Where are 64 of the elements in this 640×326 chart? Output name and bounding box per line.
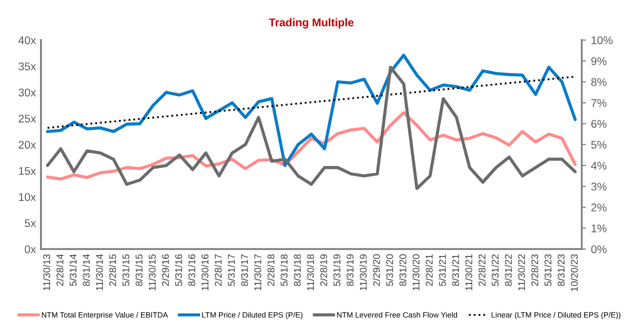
y-tick-label: 10x	[19, 193, 36, 201]
x-tick-label: 8/31/16	[188, 254, 196, 286]
x-tick-label: 10/20/23	[570, 254, 578, 292]
x-tick-label: 2/29/20	[372, 254, 380, 286]
x-tick-label: 2/28/15	[108, 254, 116, 286]
y-tick-label: 0x	[24, 245, 36, 254]
chart-title: Trading Multiple	[268, 18, 354, 29]
y-tick-label: 35x	[18, 62, 36, 70]
x-tick-label: 5/31/22	[491, 254, 499, 286]
x-tick-label: 5/31/15	[122, 254, 130, 286]
line-series	[46, 66, 577, 190]
y-tick-label: 30x	[18, 88, 36, 96]
y-tick-label: 5x	[24, 219, 36, 228]
y2-tick-label: 7%	[591, 99, 606, 107]
y2-tick-label: 5%	[591, 140, 606, 149]
x-tick-label: 8/31/18	[294, 254, 301, 286]
x-tick-label: 11/30/16	[201, 254, 208, 290]
x-tick-label: 2/28/18	[267, 254, 274, 286]
x-tick-label: 5/31/14	[69, 254, 77, 286]
x-tick-label: 11/30/18	[306, 254, 314, 290]
y-tick-label: 15x	[19, 167, 36, 175]
x-tick-label: 5/31/23	[544, 254, 552, 286]
x-tick-label: 2/28/21	[426, 254, 433, 286]
x-tick-label: 11/30/17	[254, 254, 262, 290]
y2-tick-label: 10%	[592, 36, 613, 44]
x-tick-label: 8/31/17	[240, 254, 248, 286]
x-tick-label: 5/31/21	[438, 254, 446, 286]
y2-tick-label: 2%	[591, 204, 606, 212]
x-tick-label: 2/28/19	[320, 254, 328, 286]
x-tick-label: 5/31/18	[280, 254, 288, 286]
x-tick-label: 8/31/15	[135, 254, 142, 286]
x-tick-label: 2/28/23	[531, 254, 538, 286]
x-tick-label: 8/31/14	[82, 254, 90, 286]
x-tick-label: 5/31/17	[228, 254, 235, 286]
x-tick-label: 8/31/23	[557, 254, 565, 286]
y-tick-label: 40x	[18, 36, 36, 44]
x-tick-label: 8/31/19	[346, 254, 354, 286]
x-tick-label: 5/31/19	[333, 254, 340, 286]
x-tick-label: 8/31/21	[452, 254, 460, 286]
y2-tick-label: 3%	[591, 182, 606, 191]
x-tick-label: 11/30/19	[360, 254, 367, 290]
x-tick-label: 11/30/22	[518, 254, 526, 290]
x-tick-label: 11/30/13	[43, 254, 50, 290]
x-tick-label: 2/28/17	[214, 254, 222, 286]
y2-tick-label: 0%	[591, 245, 606, 254]
x-tick-label: 8/31/22	[504, 254, 512, 286]
x-tick-label: 11/30/14	[96, 254, 103, 290]
line-series	[46, 54, 577, 168]
x-tick-label: 5/31/20	[386, 254, 394, 286]
y-tick-label: 20x	[18, 140, 36, 149]
x-tick-label: 11/30/15	[148, 254, 156, 290]
x-tick-label: 2/29/16	[162, 254, 169, 286]
x-tick-label: 2/28/14	[56, 254, 64, 286]
x-tick-label: 11/30/20	[412, 254, 420, 290]
y2-tick-label: 1%	[592, 224, 606, 232]
y2-tick-label: 4%	[591, 162, 606, 170]
x-tick-label: 11/30/21	[465, 254, 472, 290]
x-tick-label: 2/28/22	[478, 254, 486, 286]
x-tick-label: 5/31/16	[174, 254, 182, 286]
y2-tick-label: 8%	[591, 78, 606, 86]
y2-tick-label: 6%	[591, 120, 606, 128]
x-tick-label: 8/31/20	[399, 254, 406, 286]
y-tick-label: 25x	[18, 114, 36, 123]
y2-tick-label: 9%	[591, 57, 606, 66]
